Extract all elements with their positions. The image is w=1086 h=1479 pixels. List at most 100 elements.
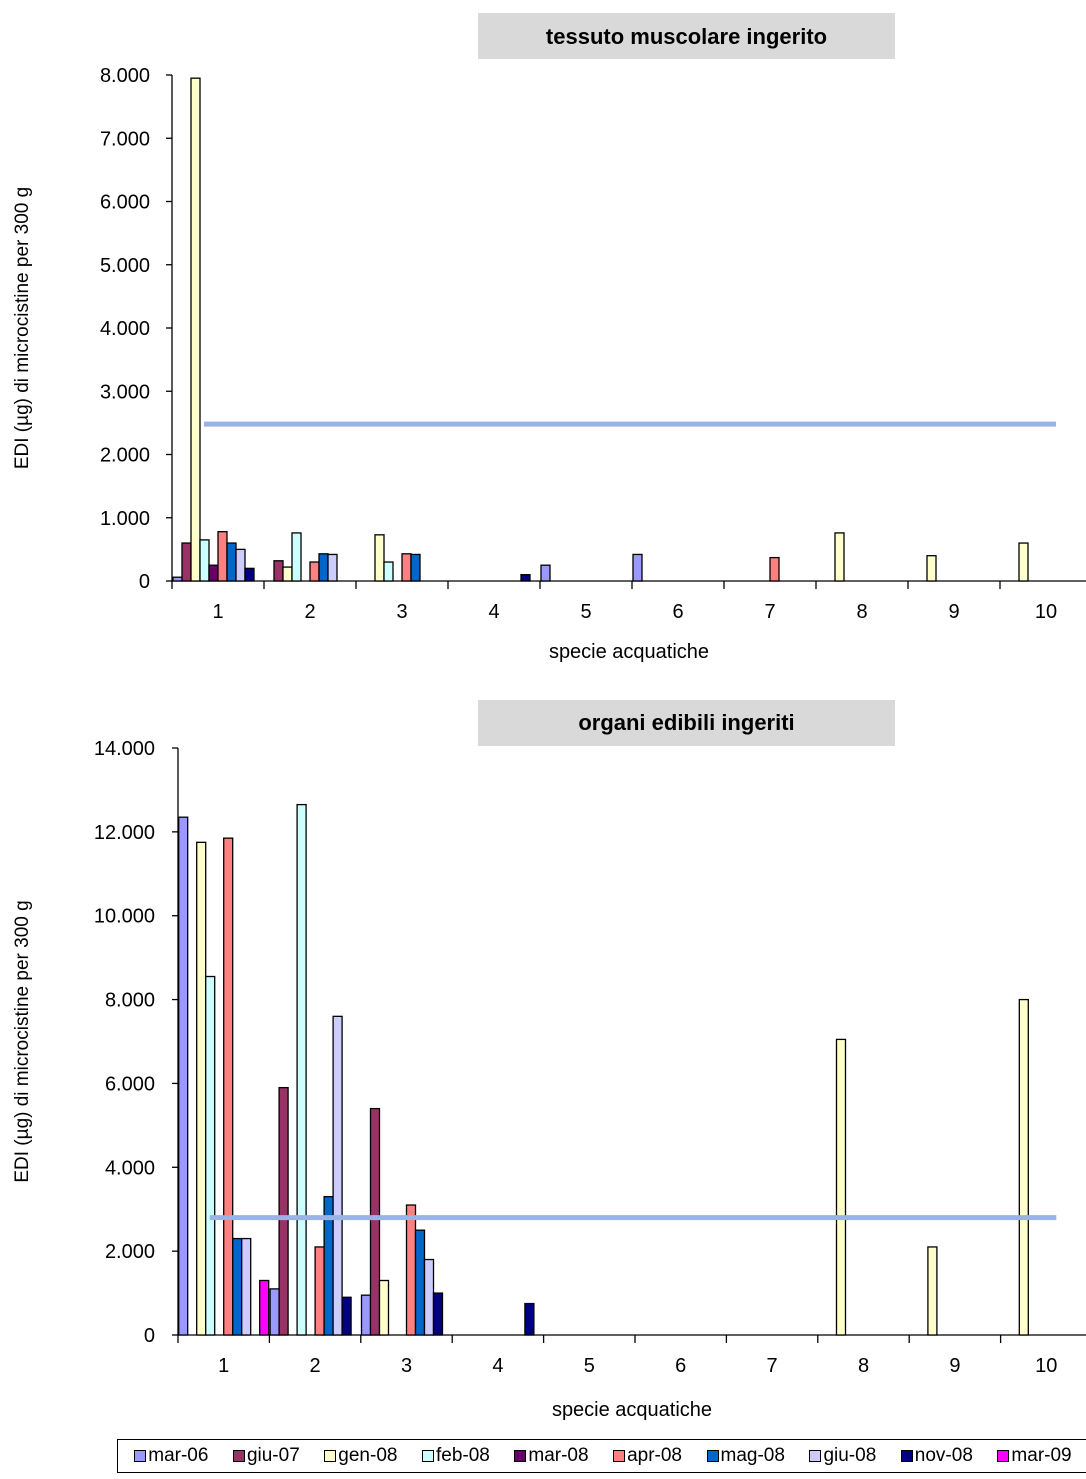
y-tick-label: 4.000 [105,1157,155,1179]
bar-mag-08-cat-1 [226,542,237,582]
bar-giu-07-cat-2 [273,560,284,582]
chart-title: organi edibili ingeriti [578,710,794,735]
bar-feb-08-cat-3 [383,561,394,582]
chart-title-box [478,700,895,746]
y-tick-label: 3.000 [100,381,150,403]
bar-apr-08-cat-7 [769,556,780,582]
bar-giu-08-cat-2 [332,1015,343,1336]
bar-mar-06-cat-3 [360,1294,372,1336]
legend-label: gen-08 [338,1445,398,1466]
bar-gen-08-cat-2 [282,566,293,582]
legend-item-mag-08: mag-08 [706,1445,785,1467]
bar-feb-08-cat-1 [199,539,210,582]
bar-giu-08-cat-3 [423,1258,435,1336]
bar-giu-08-cat-2 [327,553,338,582]
legend-label: mag-08 [720,1445,785,1466]
chart-title-box [478,13,895,59]
bar-gen-08-cat-3 [374,534,385,582]
bar-apr-08-cat-2 [314,1246,325,1336]
legend-swatch [706,1450,719,1462]
legend-swatch [514,1450,527,1462]
bar-mar-06-cat-1 [172,576,183,582]
legend-swatch [997,1450,1010,1462]
bar-apr-08-cat-2 [309,561,320,582]
bar-apr-08-cat-1 [223,837,234,1336]
y-tick-label: 2.000 [100,445,150,467]
legend-item-giu-07: giu-07 [232,1445,300,1467]
bar-gen-08-cat-10 [1018,998,1029,1336]
legend-swatch [900,1450,913,1462]
y-tick-label: 6.000 [105,1073,155,1095]
y-tick-label: 6.000 [100,192,150,214]
x-tick-label: 3 [396,601,407,623]
legend-label: nov-08 [914,1445,973,1466]
legend-label: apr-08 [627,1445,682,1466]
x-axis-label: specie acquatiche [552,1399,712,1421]
x-tick-label: 9 [949,1355,960,1377]
x-tick-label: 1 [212,601,223,623]
y-tick-label: 7.000 [100,128,150,150]
bar-feb-08-cat-1 [205,975,216,1336]
y-axis-label: EDI (µg) di microcistine per 300 g [12,187,33,469]
bar-gen-08-cat-8 [834,532,845,582]
bar-mar-08-cat-1 [208,564,219,582]
bar-apr-08-cat-1 [217,531,228,582]
y-axis-label: EDI (µg) di microcistine per 300 g [12,900,33,1182]
x-tick-label: 10 [1035,601,1057,623]
bar-giu-08-cat-1 [235,548,246,582]
bar-mag-08-cat-3 [410,553,421,582]
x-tick-label: 5 [580,601,591,623]
x-tick-label: 2 [304,601,315,623]
bar-mag-08-cat-1 [232,1237,243,1336]
bar-apr-08-cat-3 [405,1204,417,1336]
bar-gen-08-cat-3 [378,1279,390,1336]
x-tick-label: 2 [310,1355,321,1377]
bar-feb-08-cat-2 [296,803,307,1336]
bar-nov-08-cat-1 [244,567,255,582]
y-tick-label: 8.000 [100,65,150,87]
bar-giu-07-cat-3 [369,1107,381,1336]
legend-label: giu-07 [246,1445,300,1466]
x-tick-label: 6 [675,1355,686,1377]
legend-swatch [613,1450,626,1462]
x-tick-label: 6 [672,601,683,623]
bar-mag-08-cat-3 [414,1229,426,1336]
bar-giu-07-cat-2 [278,1086,289,1336]
bar-mar-06-cat-2 [269,1288,280,1336]
x-tick-label: 8 [856,601,867,623]
y-tick-label: 4.000 [100,318,150,340]
bar-gen-08-cat-9 [927,1246,938,1336]
bar-nov-08-cat-4 [520,574,531,582]
y-tick-label: 12.000 [94,822,155,844]
x-tick-label: 4 [492,1355,503,1377]
legend-item-gen-08: gen-08 [324,1445,397,1467]
legend-swatch [421,1450,434,1462]
bar-mar-06-cat-1 [178,816,189,1336]
chart-title: tessuto muscolare ingerito [546,24,827,49]
bar-nov-08-cat-3 [432,1292,444,1336]
bar-mar-06-cat-5 [540,564,551,582]
bar-gen-08-cat-8 [835,1038,847,1336]
x-tick-label: 7 [767,1355,778,1377]
x-tick-label: 8 [858,1355,869,1377]
x-tick-label: 10 [1035,1355,1057,1377]
bar-feb-08-cat-2 [291,532,302,582]
chart-legend: mar-06 giu-07 gen-08 feb-08 mar-08 apr-08 mag-… [117,1439,1086,1473]
bar-gen-08-cat-1 [196,841,207,1336]
bar-gen-08-cat-1 [190,77,201,582]
legend-swatch [324,1450,337,1462]
y-tick-label: 0 [139,571,150,593]
y-tick-label: 10.000 [94,906,155,928]
legend-swatch [232,1450,245,1462]
legend-item-mar-06: mar-06 [134,1445,208,1467]
y-tick-label: 8.000 [105,990,155,1012]
legend-label: mar-06 [148,1445,209,1466]
bar-gen-08-cat-9 [926,555,937,582]
x-tick-label: 7 [764,601,775,623]
legend-label: mar-08 [528,1445,589,1466]
x-axis-label: specie acquatiche [549,641,709,663]
bar-giu-07-cat-1 [181,542,192,582]
bar-nov-08-cat-4 [524,1302,535,1336]
legend-swatch [134,1450,147,1462]
y-tick-label: 5.000 [100,255,150,277]
